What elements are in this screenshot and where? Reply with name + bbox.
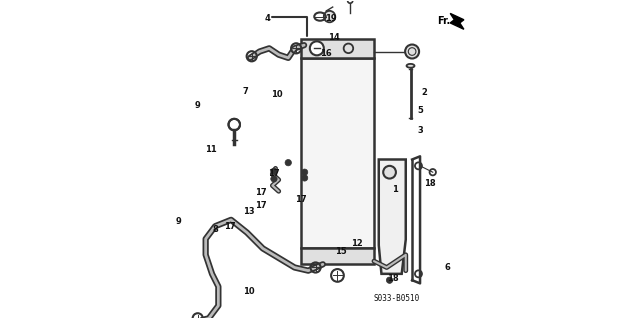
- Bar: [301, 249, 374, 264]
- Text: 18: 18: [424, 179, 435, 188]
- Bar: [301, 39, 374, 58]
- Text: 10: 10: [271, 90, 283, 99]
- Text: 17: 17: [268, 169, 280, 178]
- Text: 2: 2: [422, 88, 428, 97]
- Text: 17: 17: [223, 222, 236, 231]
- Text: Fr.: Fr.: [438, 16, 451, 26]
- Text: 1: 1: [392, 185, 397, 194]
- Circle shape: [271, 176, 277, 182]
- Text: 19: 19: [325, 14, 337, 23]
- Text: 10: 10: [243, 287, 254, 296]
- Text: 4: 4: [265, 14, 271, 23]
- Circle shape: [324, 11, 335, 22]
- Circle shape: [387, 277, 393, 283]
- Text: 17: 17: [255, 201, 267, 210]
- Text: 16: 16: [321, 48, 332, 58]
- Text: 5: 5: [417, 106, 423, 115]
- Text: 12: 12: [351, 239, 362, 248]
- Text: 9: 9: [195, 101, 200, 110]
- Polygon shape: [379, 160, 406, 274]
- Text: 15: 15: [335, 247, 346, 256]
- Ellipse shape: [406, 64, 415, 68]
- Circle shape: [383, 166, 396, 179]
- Circle shape: [405, 45, 419, 58]
- Text: S033-B0510: S033-B0510: [373, 294, 419, 303]
- Text: 13: 13: [243, 207, 254, 216]
- Circle shape: [310, 41, 324, 55]
- Text: 14: 14: [328, 33, 340, 42]
- Circle shape: [301, 169, 308, 175]
- Text: 18: 18: [387, 274, 399, 283]
- Text: 6: 6: [444, 263, 450, 272]
- Text: 9: 9: [176, 217, 182, 226]
- Circle shape: [271, 168, 277, 174]
- Text: 7: 7: [243, 87, 248, 96]
- Bar: [301, 58, 374, 249]
- Text: 17: 17: [295, 195, 307, 204]
- Text: 17: 17: [255, 188, 267, 197]
- Text: 8: 8: [212, 225, 218, 234]
- Circle shape: [301, 175, 308, 181]
- Circle shape: [344, 44, 353, 53]
- Text: 11: 11: [205, 145, 216, 154]
- Polygon shape: [450, 13, 464, 29]
- Circle shape: [285, 160, 291, 166]
- Text: 3: 3: [417, 126, 423, 135]
